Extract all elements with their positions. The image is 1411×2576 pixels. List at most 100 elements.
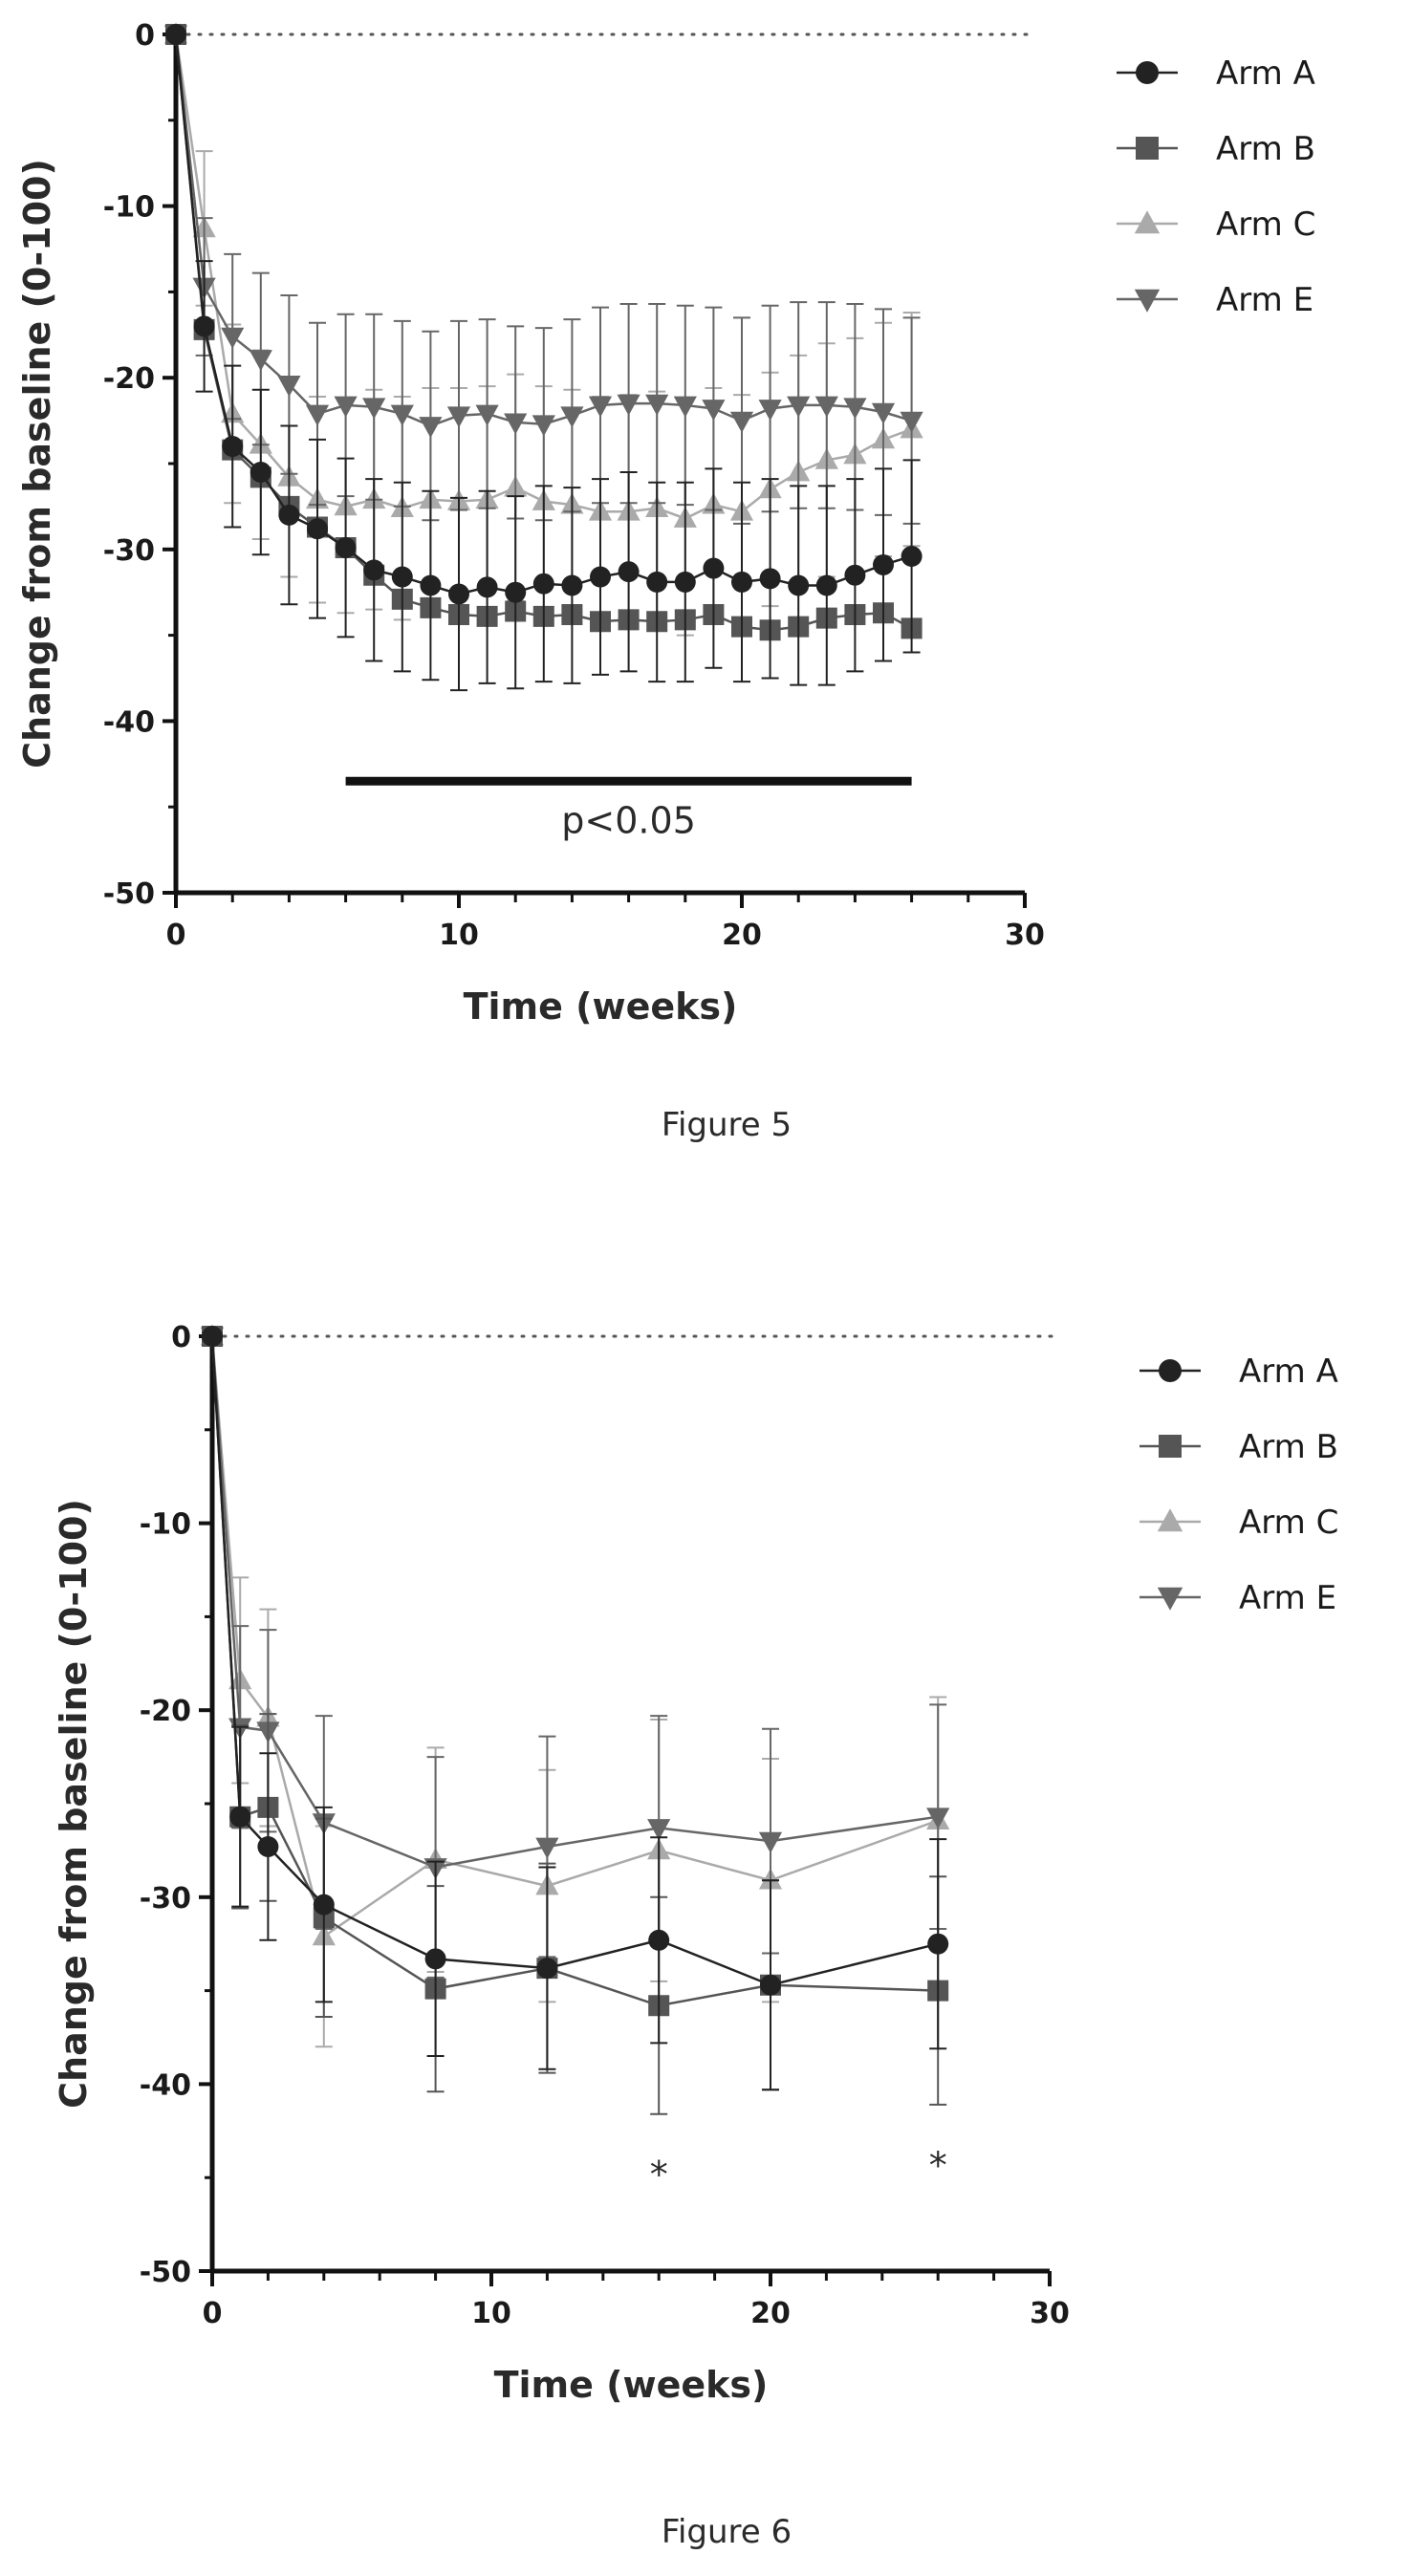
y-tick-label: -10 <box>103 191 155 225</box>
data-point <box>844 564 866 586</box>
data-point <box>760 1974 781 1996</box>
legend-item: Arm B <box>1117 130 1315 168</box>
axes: 0 -10 -20 -30 -40 -50 0 10 20 30 <box>103 19 1045 952</box>
data-point <box>391 566 413 588</box>
y-tick-label: -50 <box>103 877 155 911</box>
data-point <box>647 1819 671 1841</box>
data-point <box>536 1958 558 1980</box>
data-point <box>424 1948 446 1970</box>
data-point <box>901 545 923 567</box>
legend-item: Arm A <box>1140 1353 1338 1391</box>
data-point <box>646 571 668 593</box>
significance-asterisk: * <box>929 2144 947 2186</box>
data-point <box>363 559 385 581</box>
data-point <box>729 411 754 433</box>
series-arm-e <box>163 25 923 525</box>
legend-label: Arm E <box>1239 1579 1336 1617</box>
data-point <box>257 1835 279 1857</box>
legend-item: Arm B <box>1140 1428 1338 1466</box>
x-tick-label: 30 <box>1005 919 1045 952</box>
data-point <box>648 1929 670 1951</box>
data-point <box>787 396 811 418</box>
data-point <box>590 566 611 588</box>
data-point <box>561 574 583 596</box>
series-arm-b <box>202 1326 949 2115</box>
data-point <box>505 581 527 603</box>
data-point <box>277 376 301 398</box>
data-point <box>926 1808 950 1829</box>
data-point <box>788 574 810 596</box>
y-tick-label: -10 <box>140 1508 191 1542</box>
data-point <box>446 406 471 428</box>
data-point <box>229 1806 251 1828</box>
data-point <box>335 537 357 559</box>
legend-item: Arm E <box>1140 1579 1336 1617</box>
figure-caption: Figure 5 <box>662 1106 792 1144</box>
data-point <box>674 571 696 593</box>
data-point <box>871 402 896 424</box>
legend-item: Arm C <box>1117 206 1315 244</box>
data-point <box>362 398 386 420</box>
data-point <box>419 417 443 439</box>
legend-marker <box>1159 1435 1182 1458</box>
legend-item: Arm E <box>1117 281 1313 319</box>
x-tick-label: 30 <box>1030 2297 1070 2330</box>
data-point <box>193 315 215 337</box>
data-point <box>535 1837 559 1859</box>
y-tick-label: -40 <box>140 2068 191 2102</box>
series-arm-a <box>165 24 923 692</box>
y-tick-label: -30 <box>140 1882 191 1916</box>
legend: Arm A Arm B Arm C Arm E <box>1140 1353 1338 1617</box>
legend-label: Arm C <box>1216 206 1315 244</box>
y-tick-label: -20 <box>103 362 155 396</box>
p-value-label: p<0.05 <box>561 799 696 841</box>
legend-label: Arm A <box>1239 1353 1338 1391</box>
data-point <box>420 574 442 596</box>
series-line <box>210 1335 939 1869</box>
x-tick-label: 20 <box>722 919 762 952</box>
legend-marker <box>1134 289 1161 313</box>
data-point <box>532 415 555 437</box>
data-point <box>221 327 245 349</box>
data-point <box>390 404 414 426</box>
significance-asterisk: * <box>650 2154 668 2196</box>
data-point <box>618 561 640 583</box>
data-point <box>476 576 498 598</box>
y-tick-label: -50 <box>140 2256 191 2289</box>
legend-label: Arm B <box>1216 130 1315 168</box>
legend-label: Arm C <box>1239 1504 1338 1542</box>
data-point <box>250 461 271 483</box>
data-point <box>222 436 244 458</box>
data-point <box>532 573 554 595</box>
series-arm-c <box>200 1324 950 2048</box>
legend-label: Arm E <box>1216 281 1313 319</box>
data-point <box>673 396 697 418</box>
series-line <box>210 1335 939 1987</box>
data-point <box>815 574 837 596</box>
data-point <box>927 1933 949 1955</box>
data-point <box>313 1894 335 1916</box>
x-tick-label: 20 <box>750 2297 791 2330</box>
legend-marker <box>1136 137 1159 160</box>
data-point <box>873 553 894 575</box>
legend-marker <box>1159 1359 1182 1382</box>
chart-2: 0 -10 -20 -30 -40 -50 0 10 20 30 Time (weeks) Chang… <box>53 1321 1338 2551</box>
x-tick-label: 0 <box>166 919 186 952</box>
y-tick-label: 0 <box>135 19 155 53</box>
data-point <box>334 396 358 418</box>
legend-marker <box>1157 1587 1183 1611</box>
data-point <box>843 398 867 420</box>
x-tick-label: 0 <box>203 2297 223 2330</box>
legend-item: Arm A <box>1117 54 1315 93</box>
y-axis-title: Change from baseline (0-100) <box>16 159 58 768</box>
legend: Arm A Arm B Arm C Arm E <box>1117 54 1315 319</box>
data-point <box>759 568 781 590</box>
data-point <box>588 396 613 418</box>
data-point <box>249 350 272 372</box>
legend-item: Arm C <box>1140 1504 1338 1542</box>
data-point <box>702 400 726 422</box>
data-point <box>758 400 782 422</box>
data-point <box>900 411 923 433</box>
chart-1: 0 -10 -20 -30 -40 -50 0 10 20 30 Time (weeks) Chang… <box>16 19 1315 1144</box>
